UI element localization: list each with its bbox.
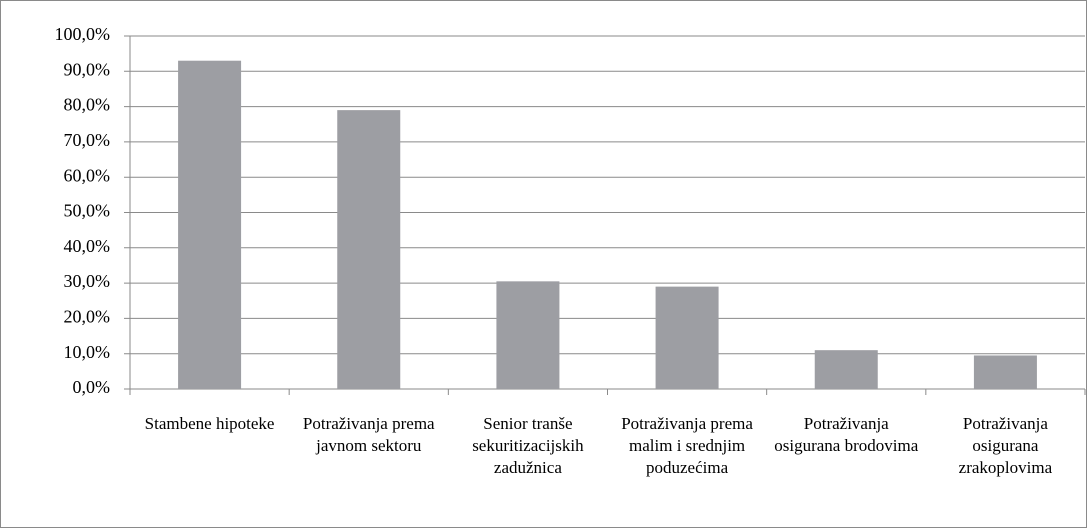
bar <box>178 60 242 390</box>
bar <box>973 355 1037 389</box>
x-tick-label: Potraživanja prema malim i srednjim podu… <box>621 414 753 477</box>
y-tick-label: 80,0% <box>64 95 111 115</box>
bar <box>337 110 401 389</box>
y-tick-label: 70,0% <box>64 130 111 150</box>
y-tick-label: 90,0% <box>64 59 111 79</box>
x-tick-label: Senior tranše sekuritizacijskih zadužnic… <box>472 414 584 477</box>
x-tick-label: Stambene hipoteke <box>144 414 275 433</box>
y-tick-label: 20,0% <box>64 307 111 327</box>
x-tick-label: Potraživanja osigurana zrakoplovima <box>958 414 1053 477</box>
y-tick-label: 40,0% <box>64 236 111 256</box>
x-tick-label: Potraživanja osigurana brodovima <box>774 414 919 455</box>
bar <box>814 350 878 389</box>
y-tick-label: 60,0% <box>64 165 111 185</box>
x-tick-label: Potraživanja prema javnom sektoru <box>302 414 435 455</box>
y-tick-label: 100,0% <box>55 24 111 44</box>
y-tick-label: 50,0% <box>64 201 111 221</box>
bar <box>655 286 719 389</box>
y-tick-label: 10,0% <box>64 342 111 362</box>
y-tick-label: 30,0% <box>64 271 111 291</box>
y-tick-label: 0,0% <box>73 377 111 397</box>
bar <box>496 281 560 389</box>
